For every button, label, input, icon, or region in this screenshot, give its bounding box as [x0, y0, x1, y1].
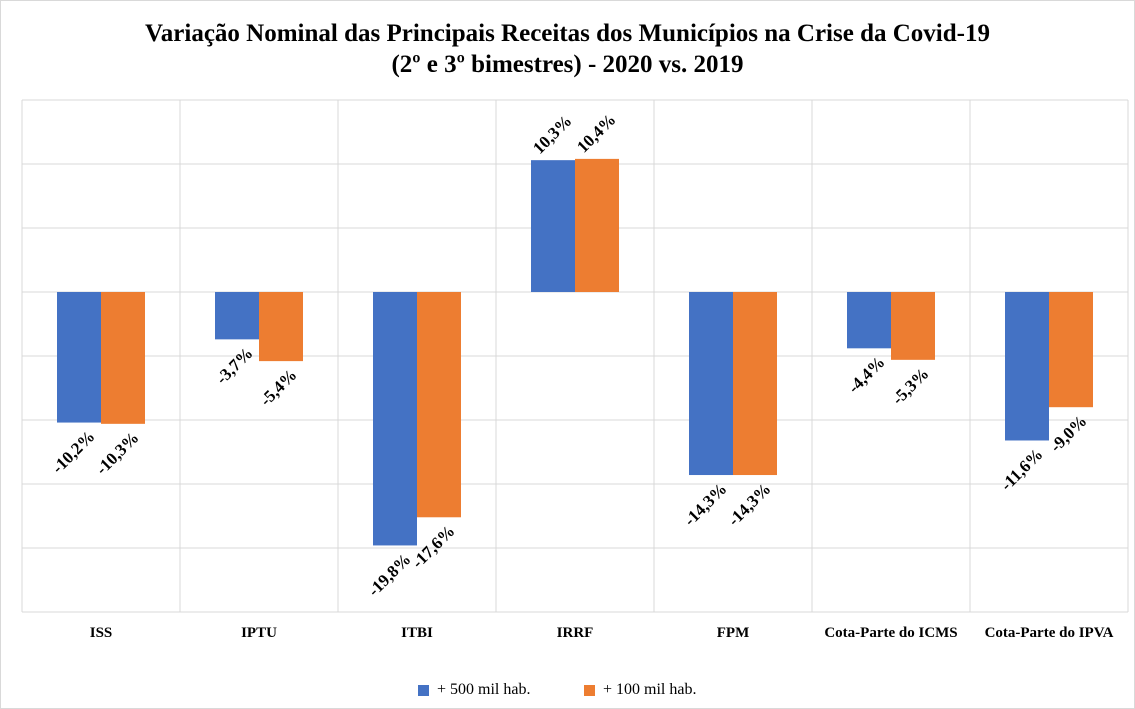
data-label: -14,3%: [680, 479, 731, 530]
legend-swatch: [418, 684, 429, 696]
bar: [847, 292, 891, 349]
data-label: -4,4%: [844, 352, 888, 396]
bar: [417, 292, 461, 518]
bar: [531, 160, 575, 292]
data-label: -10,2%: [48, 427, 99, 478]
bar: [733, 292, 777, 476]
data-label: -19,8%: [364, 550, 415, 601]
x-tick-label: IPTU: [241, 625, 277, 641]
x-tick-label: IRRF: [556, 625, 594, 641]
data-label: -10,3%: [92, 428, 143, 479]
data-label: 10,3%: [529, 111, 575, 157]
bar: [689, 292, 733, 476]
legend-item: + 100 mil hab.: [584, 681, 696, 699]
bar: [101, 292, 145, 424]
data-label: -5,4%: [256, 365, 300, 409]
bar: [57, 292, 101, 423]
legend-swatch: [584, 684, 595, 696]
chart-title: Variação Nominal das Principais Receitas…: [145, 20, 990, 78]
data-label: -11,6%: [997, 445, 1047, 495]
bar: [1005, 292, 1049, 441]
x-tick-label: Cota-Parte do ICMS: [824, 625, 958, 641]
x-tick-label: ITBI: [401, 625, 433, 641]
x-tick-label: ISS: [89, 625, 113, 641]
legend-label: + 100 mil hab.: [603, 681, 697, 698]
bar: [259, 292, 303, 362]
bar: [1049, 292, 1093, 408]
bar: [575, 158, 619, 292]
legend-label: + 500 mil hab.: [437, 681, 531, 698]
legend-item: + 500 mil hab.: [418, 681, 530, 699]
data-label: -3,7%: [212, 344, 256, 388]
bar: [891, 292, 935, 360]
bar: [373, 292, 417, 546]
data-label: 10,4%: [573, 110, 619, 156]
data-label: -5,3%: [888, 364, 932, 408]
bar: [215, 292, 259, 340]
data-label: -14,3%: [724, 479, 775, 530]
x-tick-label: FPM: [716, 625, 750, 641]
x-tick-label: Cota-Parte do IPVA: [984, 625, 1114, 641]
data-label: -9,0%: [1046, 411, 1090, 455]
